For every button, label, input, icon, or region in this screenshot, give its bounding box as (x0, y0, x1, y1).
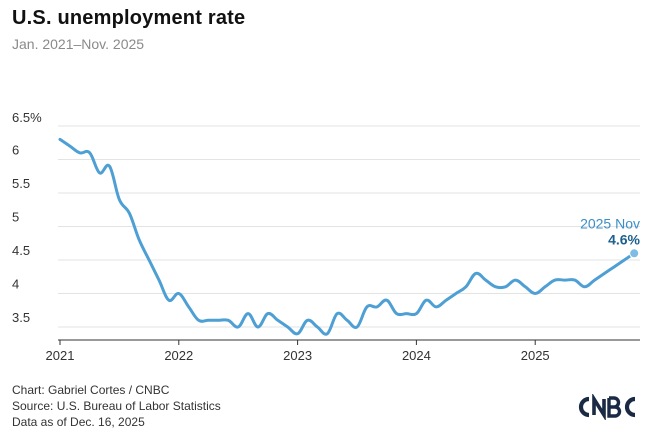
data-date: Data as of Dec. 16, 2025 (12, 415, 145, 429)
chart-footer: Chart: Gabriel Cortes / CNBC Source: U.S… (12, 382, 221, 430)
y-tick-label: 4.5 (12, 243, 30, 258)
data-source: Source: U.S. Bureau of Labor Statistics (12, 399, 221, 413)
x-tick-label: 2021 (46, 348, 75, 363)
callout-value: 4.6% (608, 231, 640, 247)
cnbc-logo-icon (578, 394, 636, 420)
x-tick-label: 2025 (521, 348, 550, 363)
chart-subtitle: Jan. 2021–Nov. 2025 (12, 36, 145, 52)
chart-credit: Chart: Gabriel Cortes / CNBC (12, 383, 170, 397)
y-tick-label: 3.5 (12, 310, 30, 325)
y-tick-label: 5 (12, 210, 19, 225)
x-tick-label: 2024 (402, 348, 431, 363)
y-tick-label: 4 (12, 277, 19, 292)
chart-title: U.S. unemployment rate (12, 7, 246, 29)
y-tick-label: 6 (12, 143, 19, 158)
callout-label: 2025 Nov (580, 215, 640, 231)
series-line (58, 137, 636, 336)
line-chart: 3.5 4 4.5 5 5.5 6 6.5% 2021 2022 2023 2024 2025 2025… (12, 110, 641, 363)
y-tick-label: 5.5 (12, 176, 30, 191)
x-tick-label: 2022 (164, 348, 193, 363)
x-tick-label: 2023 (283, 348, 312, 363)
last-data-point (629, 248, 640, 259)
y-tick-label: 6.5% (12, 110, 42, 125)
